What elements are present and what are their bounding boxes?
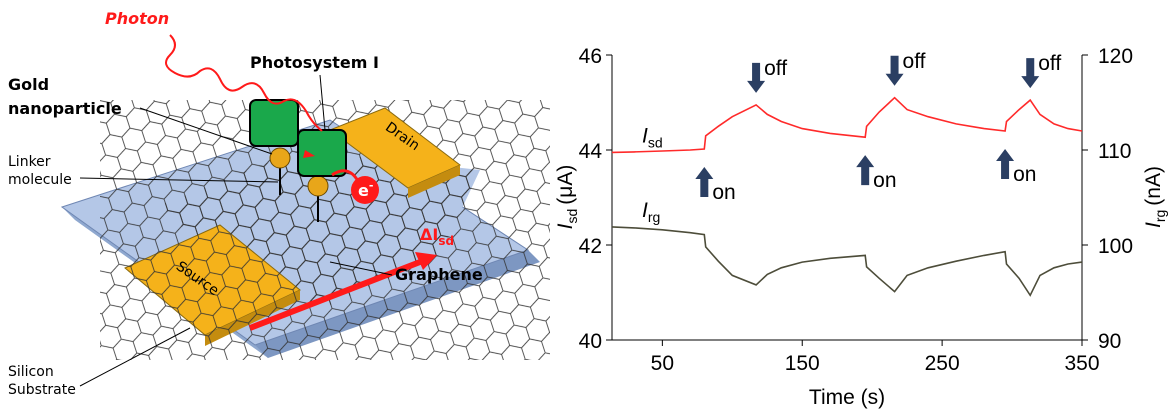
y-tick-label: 46 xyxy=(579,45,602,68)
photosystem-label: Photosystem I xyxy=(250,53,379,72)
leader xyxy=(329,261,393,276)
off-arrow xyxy=(885,55,904,86)
current-head xyxy=(415,252,437,270)
y2-axis-label: Irg (nA) xyxy=(1142,166,1168,228)
annotation: off xyxy=(1038,52,1061,75)
leader xyxy=(139,107,273,155)
linker-label: molecule xyxy=(8,172,72,188)
leader xyxy=(319,74,326,131)
off-arrow xyxy=(747,62,766,93)
y-tick-label: 42 xyxy=(579,235,602,258)
substrate-label: Substrate xyxy=(8,382,76,398)
series-line xyxy=(611,226,1083,297)
annotation: on xyxy=(1013,163,1036,186)
on-arrow xyxy=(695,167,714,198)
photosystem xyxy=(249,99,299,147)
photon-wave xyxy=(165,34,323,132)
series-label-sub: rg xyxy=(648,209,660,225)
electron-label: e- xyxy=(358,179,373,200)
on-arrow xyxy=(996,149,1015,179)
x-tick-label: 150 xyxy=(785,352,820,375)
y-label-unit: (μA) xyxy=(554,165,577,205)
y2-tick-label: 110 xyxy=(1098,140,1131,163)
current-arrow xyxy=(248,259,422,331)
linker-label: Linker xyxy=(8,154,51,170)
on-arrow xyxy=(856,155,875,186)
y-axis-label: Isd (μA) xyxy=(554,165,580,230)
annotation: off xyxy=(903,50,926,73)
annotation: on xyxy=(873,169,896,192)
leader xyxy=(79,327,191,387)
series-label: Isd xyxy=(642,124,663,150)
y2-label-sub: rg xyxy=(1152,210,1168,222)
y-tick-label: 40 xyxy=(579,330,602,353)
photon-label: Photon xyxy=(105,9,169,28)
photon-head xyxy=(303,150,315,158)
series-label-symbol: I xyxy=(642,199,648,222)
current-label: ΔIsd xyxy=(420,225,454,248)
leader xyxy=(79,177,279,183)
y2-tick-label: 90 xyxy=(1098,330,1121,353)
gold-particle xyxy=(307,175,329,197)
x-tick-label: 350 xyxy=(1064,352,1099,375)
current-main: ΔI xyxy=(420,225,438,244)
gold-label: nanoparticle xyxy=(8,99,122,118)
y2-label-symbol: I xyxy=(1142,222,1165,228)
x-axis-label: Time (s) xyxy=(809,386,885,409)
drain-side xyxy=(408,165,460,198)
electron xyxy=(351,176,379,204)
series-line xyxy=(611,96,1083,154)
x-tick-label: 250 xyxy=(925,352,960,375)
annotation: off xyxy=(764,57,787,80)
y-label-sub: sd xyxy=(564,209,580,224)
gold-label: Gold xyxy=(8,75,49,94)
graphene-label: Graphene xyxy=(395,265,483,284)
chart: Time (s) Isd (μA) Irg (nA) 40 42 44 46 90 100 11… xyxy=(554,45,1168,409)
y2-tick-label: 120 xyxy=(1098,45,1133,68)
substrate-label: Silicon xyxy=(8,364,54,380)
electron-sup: - xyxy=(369,179,374,192)
diagram: Drain Source e- ΔIsd Photon Photosystem … xyxy=(8,9,550,398)
series-label-symbol: I xyxy=(642,124,648,147)
off-arrow xyxy=(1021,58,1040,89)
y-label-symbol: I xyxy=(554,223,577,229)
gold-particle xyxy=(269,147,291,169)
x-tick-label: 50 xyxy=(651,352,674,375)
series-label-sub: sd xyxy=(648,134,663,150)
series-label: Irg xyxy=(642,199,660,225)
y-tick-label: 44 xyxy=(579,140,603,163)
y2-tick-label: 100 xyxy=(1098,235,1133,258)
annotation: on xyxy=(712,181,735,204)
current-sub: sd xyxy=(438,234,454,248)
y2-label-unit: (nA) xyxy=(1142,166,1165,206)
electron-main: e xyxy=(358,181,369,200)
